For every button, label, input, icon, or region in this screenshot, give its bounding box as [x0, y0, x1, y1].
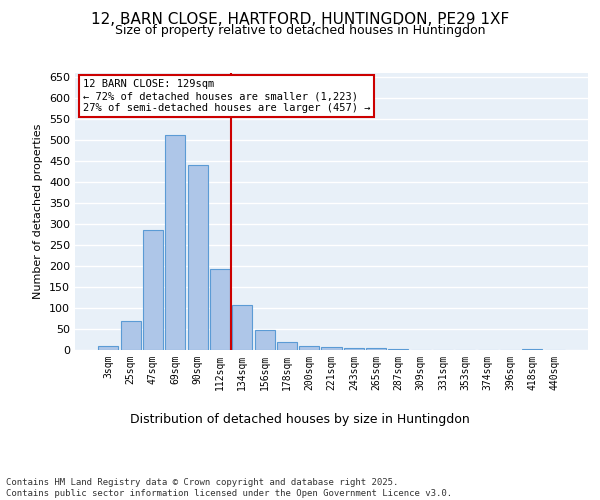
- Y-axis label: Number of detached properties: Number of detached properties: [34, 124, 43, 299]
- Bar: [322, 347, 341, 350]
- Bar: [299, 346, 319, 350]
- Bar: [143, 230, 163, 350]
- Bar: [388, 348, 409, 350]
- Bar: [277, 342, 297, 350]
- Bar: [188, 164, 208, 350]
- Bar: [121, 322, 141, 350]
- Text: 12 BARN CLOSE: 129sqm
← 72% of detached houses are smaller (1,223)
27% of semi-d: 12 BARN CLOSE: 129sqm ← 72% of detached …: [83, 80, 370, 112]
- Bar: [98, 346, 118, 350]
- Bar: [522, 348, 542, 350]
- Text: Distribution of detached houses by size in Huntingdon: Distribution of detached houses by size …: [130, 412, 470, 426]
- Bar: [254, 330, 275, 350]
- Text: 12, BARN CLOSE, HARTFORD, HUNTINGDON, PE29 1XF: 12, BARN CLOSE, HARTFORD, HUNTINGDON, PE…: [91, 12, 509, 28]
- Bar: [165, 134, 185, 350]
- Bar: [344, 348, 364, 350]
- Text: Contains HM Land Registry data © Crown copyright and database right 2025.
Contai: Contains HM Land Registry data © Crown c…: [6, 478, 452, 498]
- Bar: [366, 348, 386, 350]
- Bar: [210, 269, 230, 350]
- Text: Size of property relative to detached houses in Huntingdon: Size of property relative to detached ho…: [115, 24, 485, 37]
- Bar: [232, 305, 252, 350]
